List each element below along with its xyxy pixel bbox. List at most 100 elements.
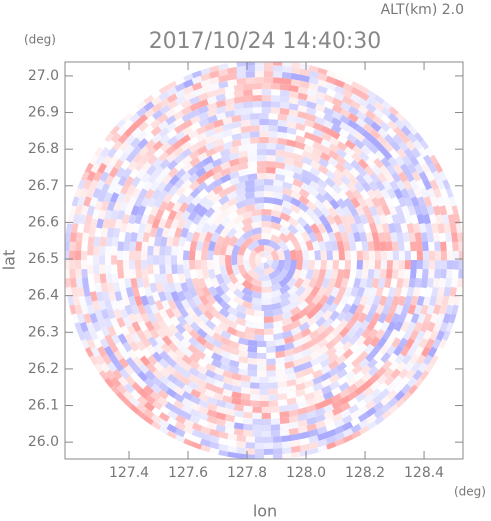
echo-cell bbox=[240, 387, 251, 395]
echo-cell bbox=[69, 304, 77, 315]
echo-cell bbox=[130, 304, 140, 315]
echo-cell bbox=[286, 121, 297, 129]
echo-cell bbox=[81, 250, 88, 260]
echo-cell bbox=[150, 383, 162, 395]
echo-cell bbox=[171, 201, 182, 213]
echo-cell bbox=[100, 325, 110, 337]
echo-cell bbox=[350, 423, 362, 434]
echo-cell bbox=[420, 278, 428, 289]
echo-cell bbox=[270, 215, 282, 225]
echo-cell bbox=[185, 202, 196, 214]
echo-cell bbox=[119, 222, 128, 233]
echo-cell bbox=[149, 303, 160, 315]
echo-cell bbox=[189, 95, 201, 105]
echo-cell bbox=[416, 213, 425, 225]
echo-cell bbox=[254, 184, 265, 192]
echo-cell bbox=[426, 278, 434, 289]
echo-cell bbox=[206, 95, 218, 105]
echo-cell bbox=[206, 409, 218, 418]
echo-cell bbox=[447, 295, 456, 307]
echo-cell bbox=[324, 177, 336, 188]
echo-cell bbox=[182, 425, 194, 435]
echo-cell bbox=[143, 401, 155, 412]
echo-cell bbox=[131, 144, 143, 156]
echo-cell bbox=[131, 363, 142, 375]
echo-cell bbox=[353, 231, 362, 243]
echo-cell bbox=[394, 286, 403, 298]
echo-cell bbox=[341, 341, 353, 352]
x-tick-label: 128.2 bbox=[345, 465, 385, 481]
echo-cell bbox=[247, 268, 260, 280]
echo-cell bbox=[349, 410, 361, 421]
echo-cell bbox=[424, 362, 434, 374]
echo-cell bbox=[166, 373, 178, 385]
echo-cell bbox=[384, 196, 394, 208]
echo-cell bbox=[254, 260, 262, 267]
echo-cell bbox=[131, 176, 142, 188]
echo-cell bbox=[87, 245, 94, 256]
echo-cell bbox=[114, 218, 123, 229]
echo-cell bbox=[336, 368, 348, 379]
echo-cell bbox=[404, 196, 414, 208]
echo-cell bbox=[332, 260, 339, 270]
echo-cell bbox=[423, 313, 433, 325]
echo-cell bbox=[329, 380, 341, 391]
echo-cell bbox=[334, 79, 346, 89]
echo-cell bbox=[226, 326, 238, 336]
echo-cell bbox=[354, 124, 367, 136]
echo-cell bbox=[166, 430, 178, 439]
echo-cell bbox=[312, 122, 324, 132]
echo-cell bbox=[242, 417, 253, 425]
echo-cell bbox=[266, 173, 277, 180]
echo-cell bbox=[268, 268, 281, 280]
echo-cell bbox=[384, 277, 392, 289]
echo-cell bbox=[226, 445, 238, 453]
echo-cell bbox=[277, 387, 288, 395]
echo-cell bbox=[325, 339, 337, 351]
echo-cell bbox=[190, 121, 202, 132]
echo-cell bbox=[298, 188, 311, 199]
echo-cell bbox=[159, 245, 166, 256]
echo-cell bbox=[213, 119, 225, 128]
echo-cell bbox=[86, 170, 97, 182]
echo-cell bbox=[169, 334, 180, 346]
echo-cell bbox=[67, 213, 75, 225]
echo-cell bbox=[135, 409, 147, 420]
echo-cell bbox=[127, 196, 138, 208]
echo-cell bbox=[111, 245, 118, 256]
echo-cell bbox=[445, 304, 454, 316]
echo-cell bbox=[107, 325, 117, 337]
echo-cell bbox=[203, 162, 215, 173]
echo-cell bbox=[295, 382, 306, 392]
echo-cell bbox=[286, 114, 297, 123]
echo-cell bbox=[392, 133, 404, 145]
echo-cell bbox=[290, 319, 302, 330]
echo-cell bbox=[85, 162, 94, 174]
echo-cell bbox=[225, 219, 237, 231]
echo-cell bbox=[151, 291, 161, 302]
echo-cell bbox=[131, 127, 143, 139]
echo-cell bbox=[395, 397, 406, 409]
echo-cell bbox=[431, 338, 442, 350]
echo-cell bbox=[394, 155, 406, 167]
echo-cell bbox=[297, 425, 308, 434]
echo-cell bbox=[429, 354, 439, 366]
echo-cell bbox=[412, 139, 424, 151]
echo-cell bbox=[458, 241, 463, 252]
echo-cell bbox=[272, 203, 284, 213]
echo-cell bbox=[316, 286, 327, 298]
echo-cell bbox=[371, 312, 381, 324]
echo-cell bbox=[438, 338, 447, 350]
echo-cell bbox=[124, 304, 134, 316]
echo-cell bbox=[286, 133, 297, 142]
echo-cell bbox=[121, 295, 131, 307]
echo-cell bbox=[168, 323, 179, 335]
echo-cell bbox=[259, 113, 269, 120]
echo-cell bbox=[390, 231, 398, 243]
echo-cell bbox=[369, 172, 381, 184]
echo-cell bbox=[278, 268, 289, 281]
echo-cell bbox=[217, 449, 229, 457]
echo-cell bbox=[440, 260, 447, 270]
echo-cell bbox=[89, 178, 99, 190]
y-tick-label: 26.1 bbox=[28, 398, 59, 414]
